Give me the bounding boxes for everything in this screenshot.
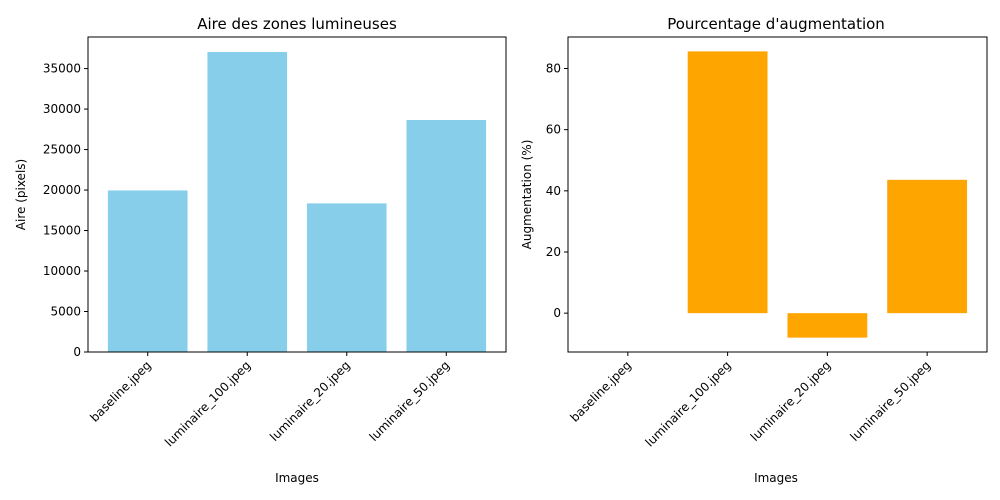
x-tick-label: baseline.jpeg (567, 358, 633, 424)
plot-frame (87, 36, 507, 353)
chart-title: Pourcentage d'augmentation (667, 15, 885, 33)
y-tick-label: 15000 (43, 224, 81, 238)
x-axis-label: Images (275, 471, 319, 485)
bar (787, 313, 868, 338)
chart-title: Aire des zones lumineuses (197, 15, 397, 33)
x-tick-label: luminaire_100.jpeg (162, 358, 253, 449)
bar (107, 190, 188, 352)
chart-panel-percent: Pourcentage d'augmentation 0 20 40 60 80 bas… (520, 15, 988, 485)
x-tick-label: luminaire_20.jpeg (748, 358, 834, 444)
x-tick-label: luminaire_50.jpeg (367, 358, 453, 444)
y-tick-label: 60 (546, 123, 561, 137)
y-tick-label: 0 (553, 306, 561, 320)
x-tick-label: luminaire_100.jpeg (643, 358, 734, 449)
bar (207, 51, 288, 352)
y-axis-label: Augmentation (%) (520, 140, 534, 250)
bar (306, 203, 387, 352)
y-tick-label: 20 (546, 245, 561, 259)
y-tick-label: 0 (73, 345, 81, 359)
plot-frame (567, 36, 988, 353)
y-tick-label: 5000 (50, 305, 81, 319)
x-tick-label: luminaire_50.jpeg (847, 358, 933, 444)
x-axis-label: Images (754, 471, 798, 485)
y-tick-label: 30000 (43, 102, 81, 116)
bar (887, 179, 968, 314)
chart-panel-area: Aire des zones lumineuses 0 5000 10000 1500… (14, 15, 507, 485)
y-tick-label: 80 (546, 62, 561, 76)
y-tick-label: 20000 (43, 183, 81, 197)
y-tick-label: 25000 (43, 143, 81, 157)
y-axis-label: Aire (pixels) (14, 159, 28, 230)
x-tick-label: luminaire_20.jpeg (267, 358, 353, 444)
y-tick-label: 10000 (43, 264, 81, 278)
y-tick-label: 35000 (43, 62, 81, 76)
y-tick-label: 40 (546, 184, 561, 198)
bar (406, 120, 487, 352)
bar (687, 51, 768, 314)
x-tick-label: baseline.jpeg (87, 358, 153, 424)
